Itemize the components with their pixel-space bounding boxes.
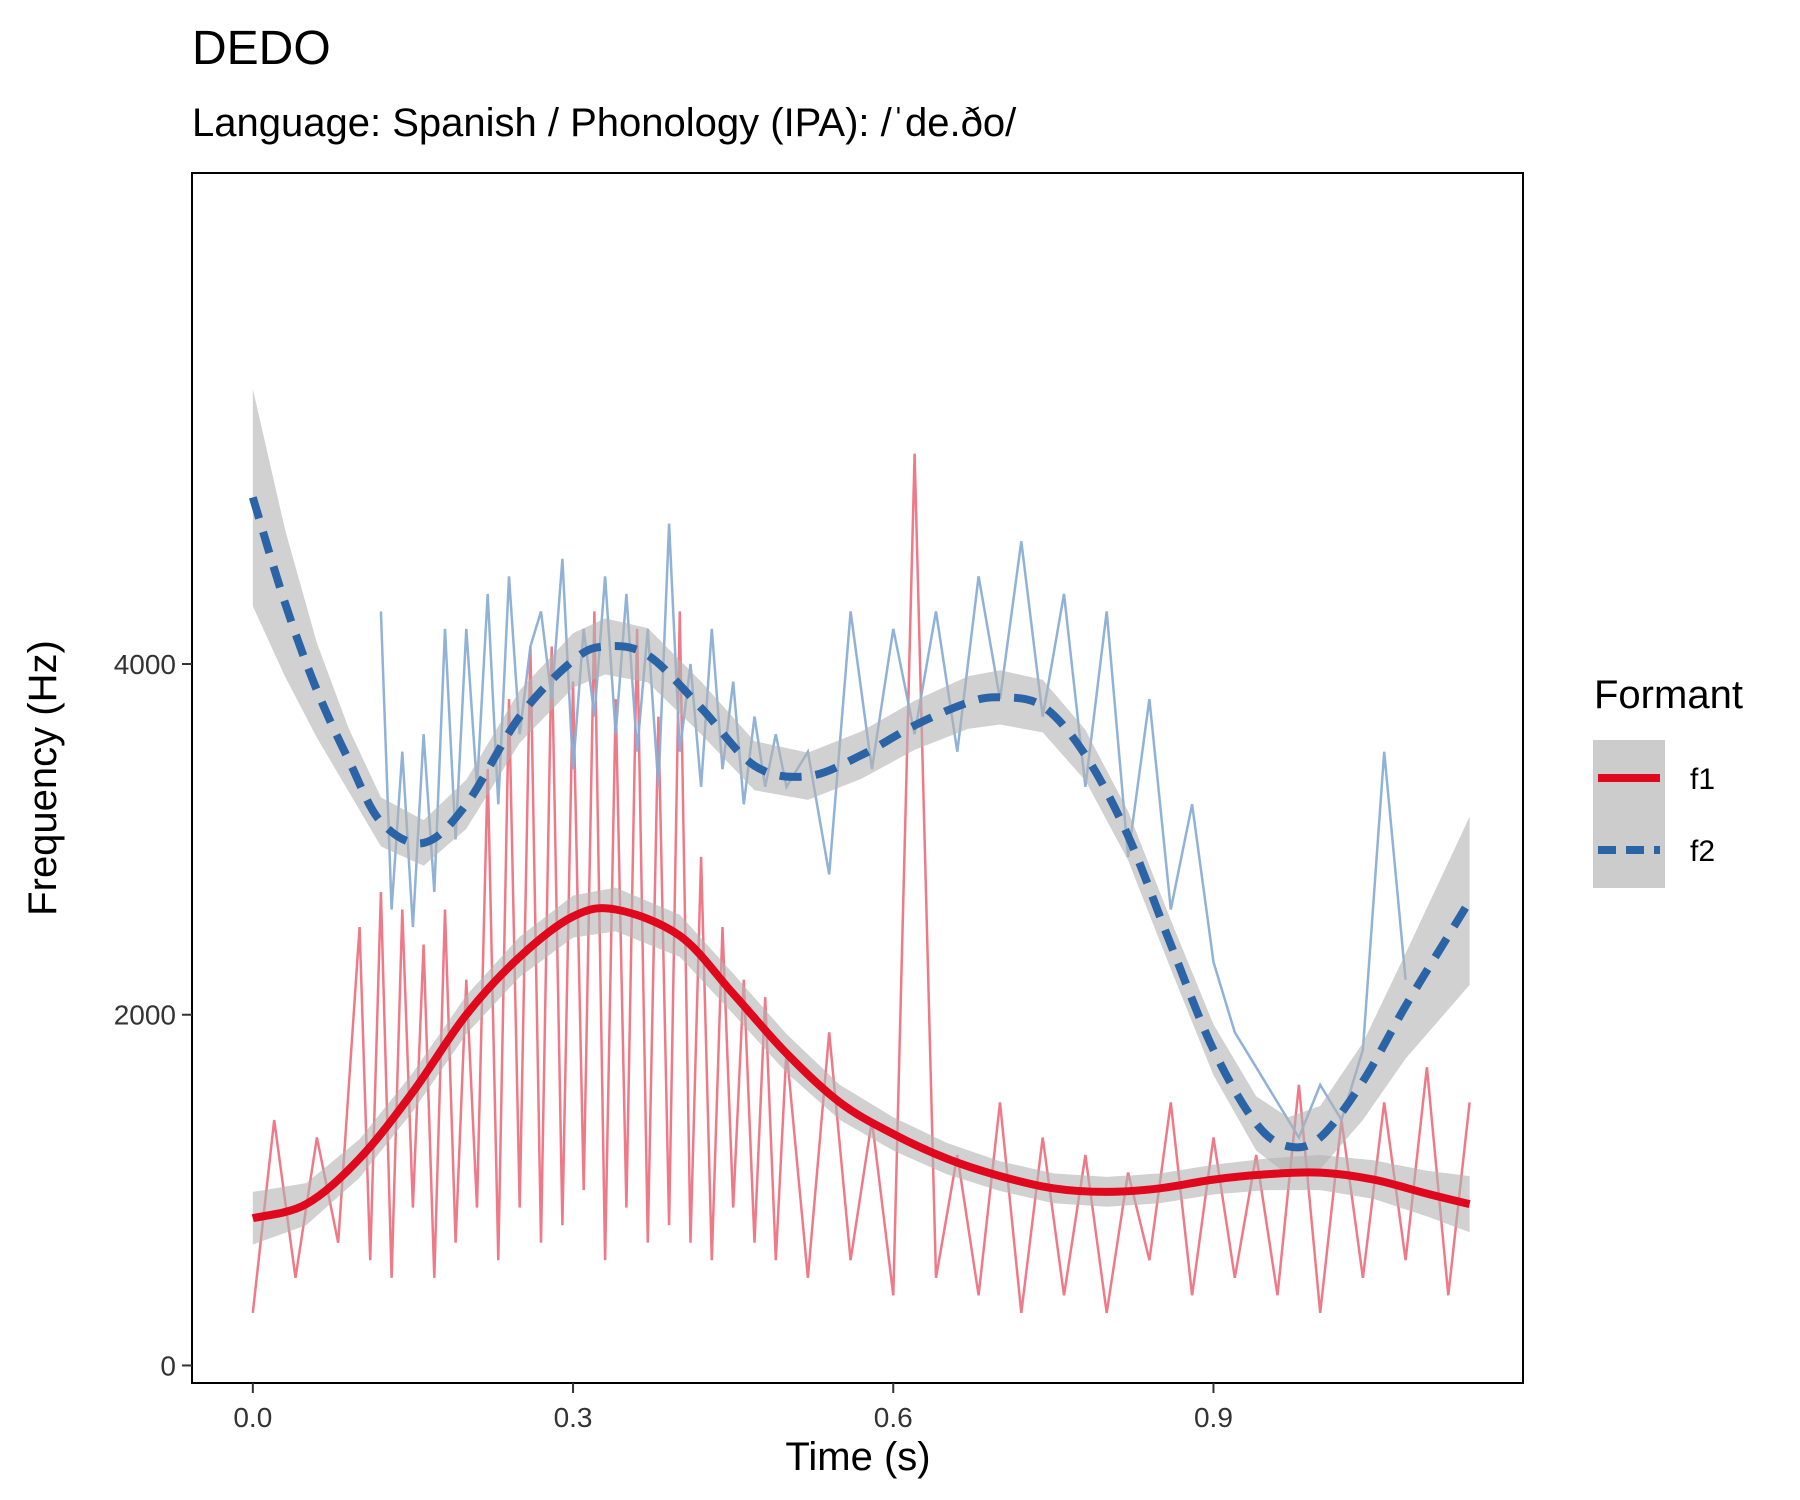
y-tick-label: 2000 xyxy=(114,1000,176,1031)
legend-label-f1: f1 xyxy=(1690,763,1715,796)
x-tick-label: 0.3 xyxy=(554,1402,593,1433)
f1-raw-trace xyxy=(251,453,1471,1314)
x-axis: 0.0 0.3 0.6 0.9 xyxy=(233,1383,1233,1433)
f1-raw-layer xyxy=(251,453,1471,1314)
f1-smooth-line xyxy=(251,904,1471,1223)
x-tick-label: 0.9 xyxy=(1194,1402,1233,1433)
legend-label-f2: f2 xyxy=(1690,835,1715,868)
x-axis-title: Time (s) xyxy=(785,1435,930,1479)
y-tick-label: 4000 xyxy=(114,649,176,680)
plot-panel-border xyxy=(191,172,1524,1384)
legend-key-background xyxy=(1593,740,1665,888)
smooth-lines xyxy=(248,496,1474,1223)
y-axis: 0 2000 4000 xyxy=(114,649,192,1381)
y-axis-title: Frequency (Hz) xyxy=(21,640,65,916)
x-tick-label: 0.0 xyxy=(233,1402,272,1433)
confidence-ribbons xyxy=(252,388,1470,1245)
legend-keys: f1 f2 xyxy=(1598,763,1715,868)
f2-confidence-ribbon xyxy=(252,388,1470,1176)
legend: Formant f1 f2 xyxy=(1593,673,1743,888)
chart-subtitle: Language: Spanish / Phonology (IPA): /ˈd… xyxy=(192,101,1017,145)
f2-smooth-line xyxy=(248,496,1474,1152)
chart-title: DEDO xyxy=(192,22,331,75)
y-tick-label: 0 xyxy=(160,1350,176,1381)
legend-title: Formant xyxy=(1594,673,1743,717)
x-tick-label: 0.6 xyxy=(874,1402,913,1433)
